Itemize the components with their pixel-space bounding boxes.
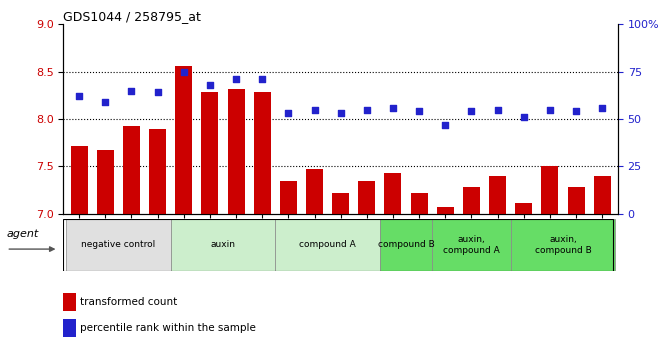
Bar: [541, 166, 558, 214]
Bar: [202, 92, 218, 214]
Point: [100, 99, 111, 105]
Point: [126, 88, 137, 93]
Point: [283, 110, 294, 116]
Bar: [254, 92, 271, 214]
Bar: [432, 219, 510, 271]
Bar: [175, 66, 192, 214]
Point: [440, 122, 451, 127]
Text: compound B: compound B: [377, 240, 434, 249]
Text: auxin,
compound A: auxin, compound A: [443, 235, 500, 255]
Bar: [71, 146, 88, 214]
Point: [335, 110, 346, 116]
Point: [387, 105, 398, 110]
Bar: [275, 219, 380, 271]
Bar: [463, 187, 480, 214]
Point: [230, 77, 241, 82]
Bar: [594, 176, 611, 214]
Bar: [380, 219, 432, 271]
Point: [544, 107, 555, 112]
Bar: [385, 173, 401, 214]
Bar: [66, 219, 171, 271]
Bar: [332, 193, 349, 214]
Bar: [63, 319, 75, 337]
Point: [178, 69, 189, 74]
Point: [309, 107, 320, 112]
Bar: [568, 187, 584, 214]
Bar: [280, 181, 297, 214]
Text: auxin: auxin: [210, 240, 236, 249]
Point: [152, 90, 163, 95]
Bar: [515, 203, 532, 214]
Point: [570, 109, 581, 114]
Bar: [489, 176, 506, 214]
Point: [597, 105, 608, 110]
Bar: [97, 150, 114, 214]
Bar: [306, 169, 323, 214]
Text: compound A: compound A: [299, 240, 356, 249]
Bar: [228, 89, 244, 214]
Bar: [63, 293, 75, 310]
Point: [204, 82, 215, 88]
Point: [73, 93, 84, 99]
Point: [518, 115, 529, 120]
Point: [361, 107, 372, 112]
Bar: [510, 219, 615, 271]
Point: [257, 77, 268, 82]
Bar: [123, 126, 140, 214]
Bar: [358, 181, 375, 214]
Point: [466, 109, 477, 114]
Text: auxin,
compound B: auxin, compound B: [534, 235, 591, 255]
Text: percentile rank within the sample: percentile rank within the sample: [80, 323, 256, 333]
Bar: [149, 128, 166, 214]
Text: agent: agent: [7, 229, 39, 238]
Bar: [171, 219, 275, 271]
Bar: [437, 207, 454, 214]
Text: GDS1044 / 258795_at: GDS1044 / 258795_at: [63, 10, 201, 23]
Point: [492, 107, 503, 112]
Text: negative control: negative control: [81, 240, 156, 249]
Bar: [411, 193, 428, 214]
Text: transformed count: transformed count: [80, 297, 178, 307]
Point: [413, 109, 424, 114]
